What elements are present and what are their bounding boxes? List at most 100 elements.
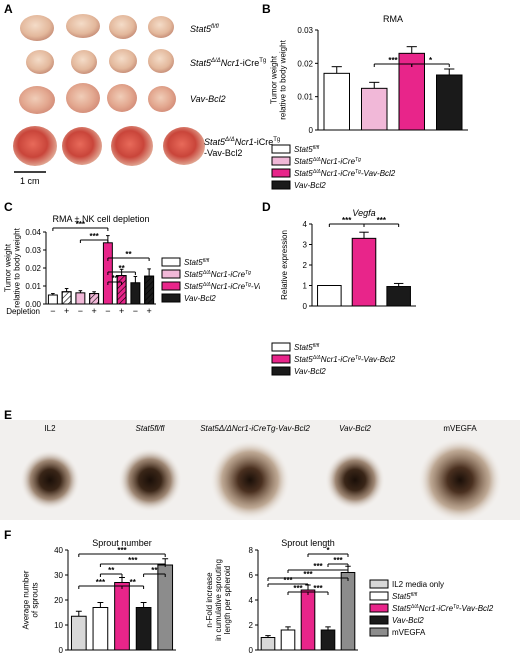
y-tick-label: 8 — [249, 546, 254, 555]
bar — [114, 582, 130, 651]
y-axis-label-line: in cumulative sprouting — [214, 559, 223, 641]
legend-swatch — [271, 156, 291, 166]
chart-b: RMA 0 0.01 0.02 0.03 Tumor weight relative to … — [270, 14, 468, 190]
chart-c: RMA ± NK cell depletion 0.00 0.01 0.02 0.03 0… — [4, 214, 261, 316]
legend-label: Vav-Bcl2 — [294, 181, 326, 190]
significance-label: *** — [377, 216, 387, 225]
significance-label: *** — [303, 570, 313, 579]
bar — [436, 74, 463, 131]
legend-swatch — [271, 144, 291, 154]
legend-label: Stat5Δ/ΔNcr1-iCreTg-Vav-Bcl2 — [184, 282, 260, 291]
bar — [340, 572, 356, 651]
bar — [70, 615, 87, 651]
tumor-3-4 — [148, 86, 176, 112]
significance-label: ** — [119, 264, 126, 273]
y-axis-label: Average number of sprouts — [22, 570, 40, 629]
significance-label: ** — [130, 578, 137, 587]
y-tick-label: 4 — [249, 596, 254, 605]
x-tick-label: + — [119, 306, 124, 316]
significance-label: *** — [89, 232, 99, 241]
significance-label: *** — [388, 56, 398, 65]
legend-label: Stat5fl/fl — [184, 258, 210, 267]
tumor-4-1 — [13, 126, 57, 166]
spheroid-label-stat5-vav-bcl2: Stat5Δ/ΔNcr1-iCreTg-Vav-Bcl2 — [200, 424, 310, 433]
chart-title: Vegfa — [352, 208, 375, 218]
significance-label: *** — [76, 220, 86, 229]
chart-d: Vegfa 0 1 2 3 4 Relative expression *** *** Stat5… — [271, 208, 416, 376]
x-tick-label: − — [133, 306, 138, 316]
y-tick-label: 0.01 — [297, 93, 313, 102]
y-tick-label: 2 — [303, 261, 308, 270]
y-tick-label: 6 — [249, 571, 254, 580]
legend-swatch — [271, 342, 291, 352]
y-tick-label: 0.03 — [25, 246, 41, 255]
legend-label: Stat5Δ/ΔNcr1-iCreTg-Vav-Bcl2 — [294, 169, 396, 178]
tumor-row-3 — [19, 83, 176, 114]
legend-swatch — [161, 281, 181, 291]
significance-label: *** — [333, 556, 343, 565]
significance-label: *** — [128, 556, 138, 565]
x-tick-label: + — [146, 306, 151, 316]
spheroid-stat5-flfl — [118, 448, 182, 512]
significance-label: ** — [125, 250, 132, 259]
tumor-2-3 — [109, 49, 137, 73]
significance-label: *** — [96, 578, 106, 587]
y-axis-label-line: Average number — [22, 570, 31, 629]
significance-label: ** — [151, 566, 158, 575]
tumor-2-2 — [71, 50, 97, 74]
legend-label: Stat5Δ/ΔNcr1-iCreTg-Vav-Bcl2 — [294, 355, 396, 364]
significance-label: *** — [293, 584, 303, 593]
significance-label: * — [429, 56, 433, 65]
y-tick-label: 30 — [54, 571, 63, 580]
significance-label: * — [326, 546, 330, 555]
y-tick-label: 40 — [54, 546, 63, 555]
tumor-3-3 — [107, 84, 137, 112]
chart-title: RMA — [383, 14, 403, 24]
y-tick-label: 0.01 — [25, 282, 41, 291]
tumor-4-3 — [111, 126, 153, 166]
panel-letter-b: B — [262, 2, 271, 16]
legend-swatch — [161, 293, 181, 303]
bar — [280, 629, 296, 651]
genotype-row-4: Stat5Δ/ΔNcr1-iCreTg -Vav-Bcl2 — [204, 137, 281, 158]
y-axis-label: Tumor weight relative to body weight — [4, 227, 22, 307]
y-axis-label-line: relative to body weight — [13, 227, 22, 307]
bar-hatch — [61, 291, 72, 305]
tumor-row-2 — [26, 49, 174, 74]
x-tick-label: − — [78, 306, 83, 316]
y-tick-label: 0.02 — [25, 264, 41, 273]
y-axis-label-line: length per spheroid — [223, 566, 232, 635]
legend-label: IL2 media only — [392, 580, 444, 589]
spheroid-label-il2: IL2 — [44, 424, 56, 433]
tumor-2-4 — [148, 49, 174, 73]
genotype-row-2: Stat5Δ/ΔNcr1-iCreTg — [190, 58, 267, 68]
legend-label: Stat5fl/fl — [392, 592, 418, 601]
tumor-1-4 — [148, 16, 174, 38]
bar — [361, 87, 388, 131]
legend-swatch — [369, 591, 389, 601]
significance-label: ** — [108, 566, 115, 575]
tumor-3-2 — [66, 83, 100, 113]
y-tick-label: 0.03 — [297, 26, 313, 35]
y-tick-label: 0 — [309, 126, 314, 135]
y-tick-label: 0 — [249, 646, 254, 655]
significance-label: *** — [342, 216, 352, 225]
legend-swatch — [271, 180, 291, 190]
y-axis-label-line: Tumor weight — [270, 55, 279, 104]
y-tick-label: 20 — [54, 596, 63, 605]
bar — [260, 637, 276, 651]
tumor-2-1 — [26, 50, 54, 74]
chart-title: Sprout length — [281, 538, 335, 548]
legend-swatch — [271, 354, 291, 364]
legend-label: Stat5Δ/ΔNcr1-iCreTg — [294, 157, 361, 166]
x-tick-label: + — [91, 306, 96, 316]
scale-bar-label: 1 cm — [20, 176, 40, 186]
legend-label: Stat5fl/fl — [294, 343, 320, 352]
chart-f-sprout-number: Sprout number 0 10 20 30 40 Average number of s… — [22, 538, 176, 655]
tumor-1-2 — [66, 14, 100, 38]
legend-swatch — [369, 603, 389, 613]
y-tick-label: 0.04 — [25, 228, 41, 237]
bar — [135, 607, 152, 651]
legend-label: Vav-Bcl2 — [294, 367, 326, 376]
tumor-3-1 — [19, 86, 55, 114]
